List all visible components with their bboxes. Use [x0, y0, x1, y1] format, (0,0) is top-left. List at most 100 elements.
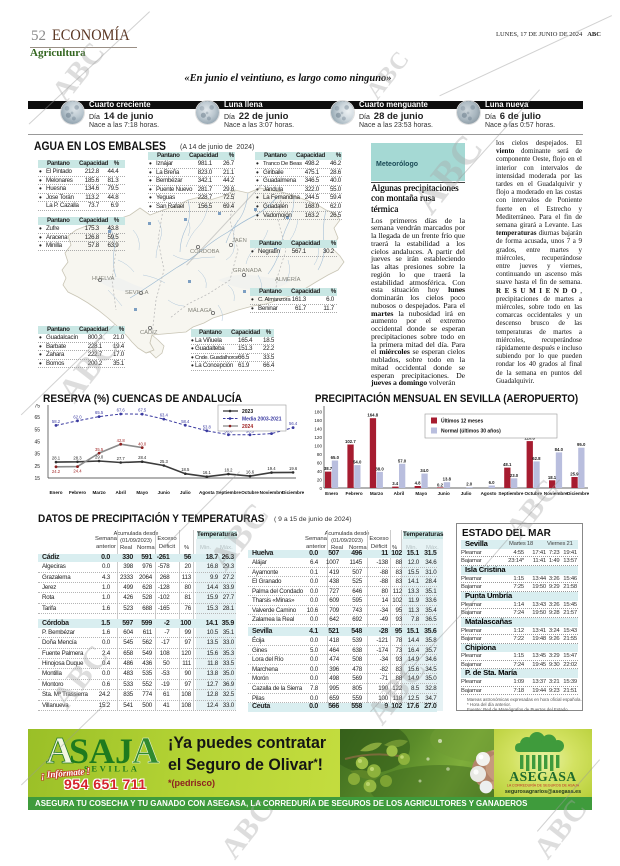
svg-text:LA CORREDURÍA DE SEGUROS DE AS: LA CORREDURÍA DE SEGUROS DE ASAJA	[507, 784, 580, 788]
svg-text:19.4: 19.4	[267, 466, 276, 471]
svg-text:28.3: 28.3	[73, 455, 82, 460]
svg-text:Diciembre: Diciembre	[282, 490, 305, 495]
svg-text:GRANADA: GRANADA	[233, 268, 262, 274]
svg-text:15: 15	[34, 476, 40, 482]
svg-text:Mayo: Mayo	[415, 491, 427, 496]
svg-text:164.8: 164.8	[367, 413, 378, 418]
svg-text:Febrero: Febrero	[69, 490, 86, 495]
svg-text:84.0: 84.0	[555, 447, 564, 452]
svg-text:62.8: 62.8	[532, 456, 541, 461]
svg-text:34.0: 34.0	[420, 468, 429, 473]
svg-text:58.4: 58.4	[181, 419, 190, 424]
svg-text:100: 100	[314, 444, 322, 449]
svg-text:Agosto: Agosto	[481, 491, 497, 496]
svg-text:27.7: 27.7	[117, 456, 126, 461]
svg-text:67.5: 67.5	[138, 408, 147, 413]
svg-text:HUELVA: HUELVA	[92, 276, 114, 282]
svg-text:16.6: 16.6	[246, 470, 255, 475]
svg-text:35.5: 35.5	[95, 447, 104, 452]
svg-text:19.6: 19.6	[289, 466, 298, 471]
svg-text:Normal (últimos 30 años): Normal (últimos 30 años)	[441, 429, 501, 435]
svg-text:18.1: 18.1	[548, 475, 557, 480]
svg-text:25.3: 25.3	[160, 459, 169, 464]
svg-text:0: 0	[319, 486, 322, 491]
svg-text:25.9: 25.9	[570, 472, 579, 477]
svg-text:29.0: 29.0	[95, 455, 104, 460]
svg-text:Enero: Enero	[325, 491, 338, 496]
svg-text:Octubre: Octubre	[241, 490, 259, 495]
svg-text:35: 35	[34, 452, 40, 458]
svg-text:57.0: 57.0	[398, 458, 407, 463]
svg-text:54.0: 54.0	[353, 460, 362, 465]
svg-text:Agosta: Agosta	[199, 490, 215, 495]
svg-text:Noviembre: Noviembre	[544, 491, 568, 496]
svg-text:28.1: 28.1	[52, 456, 61, 461]
svg-text:28.4: 28.4	[138, 455, 147, 460]
svg-text:Enero: Enero	[49, 490, 62, 495]
svg-text:A: A	[132, 730, 160, 772]
svg-text:63.4: 63.4	[160, 413, 169, 418]
svg-text:Últimos 12 meses: Últimos 12 meses	[441, 418, 483, 425]
svg-text:42.8: 42.8	[117, 438, 126, 443]
svg-text:38.0: 38.0	[375, 466, 384, 471]
svg-text:55: 55	[34, 427, 40, 433]
svg-text:JAÉN: JAÉN	[232, 237, 247, 244]
svg-text:4.8: 4.8	[415, 481, 422, 486]
svg-text:24.4: 24.4	[73, 469, 82, 474]
svg-text:ASEGASA: ASEGASA	[509, 769, 576, 784]
svg-text:Mayo: Mayo	[136, 490, 148, 495]
svg-text:120: 120	[314, 435, 322, 440]
svg-text:75: 75	[34, 404, 40, 410]
svg-text:Junio: Junio	[158, 490, 170, 495]
svg-text:Julio: Julio	[461, 491, 472, 496]
svg-text:23.0: 23.0	[510, 473, 519, 478]
svg-text:Febrero: Febrero	[346, 491, 363, 496]
svg-text:Diciembre: Diciembre	[567, 491, 590, 496]
svg-text:Junio: Junio	[438, 491, 450, 496]
svg-text:40.0: 40.0	[138, 442, 147, 447]
svg-text:62.0: 62.0	[73, 414, 82, 419]
svg-text:80: 80	[317, 452, 323, 457]
svg-text:65: 65	[34, 415, 40, 421]
svg-text:CÁDIZ: CÁDIZ	[140, 329, 158, 336]
svg-text:58.2: 58.2	[52, 419, 61, 424]
svg-text:67.6: 67.6	[117, 408, 126, 413]
svg-text:60: 60	[317, 461, 323, 466]
svg-text:Media 2003-2021: Media 2003-2021	[242, 417, 282, 423]
svg-text:2.0: 2.0	[466, 482, 473, 487]
svg-text:Septiembre: Septiembre	[498, 491, 523, 496]
svg-text:CÓRDOBA: CÓRDOBA	[190, 248, 219, 255]
svg-text:56.4: 56.4	[289, 421, 298, 426]
svg-text:segurosagrarios@asegasa.es: segurosagrarios@asegasa.es	[505, 789, 581, 795]
svg-text:16.1: 16.1	[203, 470, 212, 475]
svg-text:65.5: 65.5	[95, 410, 104, 415]
svg-text:Marzo: Marzo	[92, 490, 105, 495]
svg-text:Abril: Abril	[394, 491, 404, 496]
svg-text:140: 140	[314, 427, 322, 432]
svg-text:0.2: 0.2	[437, 482, 444, 487]
svg-text:45: 45	[34, 440, 40, 446]
svg-text:65.0: 65.0	[331, 455, 340, 460]
svg-text:102.7: 102.7	[345, 439, 356, 444]
svg-text:18.5: 18.5	[181, 467, 190, 472]
svg-text:Abril: Abril	[115, 490, 125, 495]
svg-text:SEVILLA: SEVILLA	[84, 764, 140, 774]
svg-text:A: A	[46, 730, 74, 772]
svg-text:25: 25	[34, 464, 40, 470]
svg-text:2024: 2024	[242, 424, 253, 430]
svg-text:SAJ: SAJ	[69, 731, 133, 771]
svg-text:6.0: 6.0	[489, 480, 496, 485]
svg-text:48.1: 48.1	[503, 462, 512, 467]
svg-text:SEVILLA: SEVILLA	[125, 290, 149, 296]
svg-text:Noviembre: Noviembre	[260, 490, 284, 495]
svg-text:95.0: 95.0	[577, 442, 586, 447]
svg-text:Octubre: Octubre	[524, 491, 542, 496]
svg-text:40: 40	[317, 469, 323, 474]
svg-text:Marzo: Marzo	[370, 491, 383, 496]
svg-text:160: 160	[314, 418, 322, 423]
svg-text:Julio: Julio	[180, 490, 191, 495]
svg-text:2023: 2023	[242, 409, 253, 415]
svg-text:53.8: 53.8	[203, 424, 212, 429]
svg-text:18.2: 18.2	[224, 468, 233, 473]
svg-text:20: 20	[317, 478, 323, 483]
